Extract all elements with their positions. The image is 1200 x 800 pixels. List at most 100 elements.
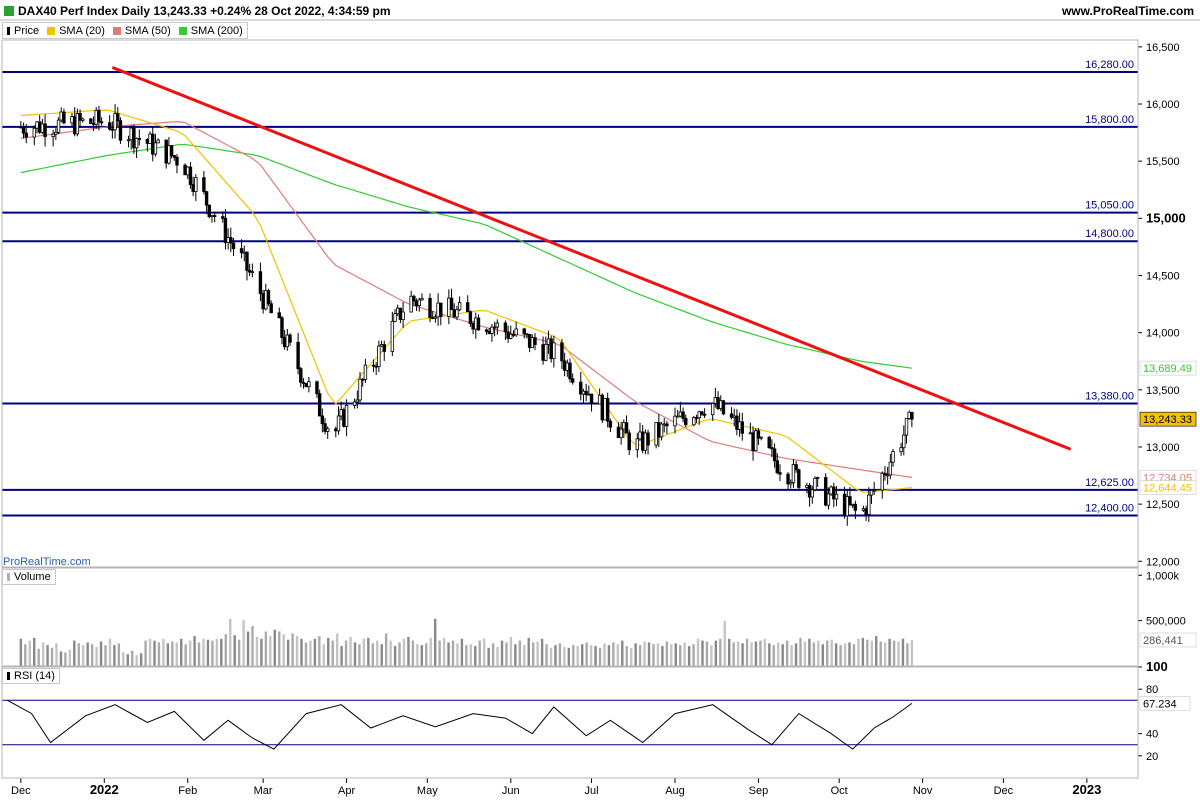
candle-body xyxy=(134,137,139,149)
volume-bar xyxy=(826,640,829,666)
candle-body xyxy=(334,428,338,432)
candle-body xyxy=(807,485,812,498)
candle-body xyxy=(565,362,570,371)
candle-body xyxy=(315,381,319,395)
volume-bar xyxy=(732,642,735,666)
candle-body xyxy=(815,477,820,479)
candle-body xyxy=(794,464,798,471)
legend-item-price[interactable]: Price xyxy=(3,25,43,37)
legend-item-sma20[interactable]: SMA (20) xyxy=(43,25,109,37)
candle-body xyxy=(619,428,623,439)
candle-body xyxy=(665,423,669,427)
candle-body xyxy=(509,334,513,339)
rsi-tick-label: 40 xyxy=(1146,729,1158,741)
candle-body xyxy=(371,364,376,367)
candle-body xyxy=(116,113,120,122)
volume-bar xyxy=(442,637,446,666)
sma20-line xyxy=(20,109,912,494)
candle-body xyxy=(673,415,677,427)
volume-bar xyxy=(803,641,807,666)
candle-body xyxy=(597,394,602,405)
candle-body xyxy=(476,317,481,331)
rsi-tick-label: 80 xyxy=(1146,684,1158,696)
site-link[interactable]: www.ProRealTime.com xyxy=(1061,4,1194,18)
volume-bar xyxy=(41,642,45,666)
candle-body xyxy=(883,472,887,476)
volume-bar xyxy=(861,637,865,666)
candle-body xyxy=(511,334,516,336)
candle-body xyxy=(172,155,176,158)
volume-bar xyxy=(839,645,842,666)
candle-body xyxy=(646,432,650,446)
candle-body xyxy=(89,118,93,124)
volume-bar xyxy=(126,654,129,666)
candle-body xyxy=(759,436,763,439)
candle-body xyxy=(339,409,343,417)
volume-bar xyxy=(687,646,691,666)
candle-body xyxy=(716,397,720,409)
candle-body xyxy=(797,469,801,488)
candle-body xyxy=(59,111,63,121)
candle-body xyxy=(223,217,228,243)
volume-bar xyxy=(335,633,339,666)
volume-bar xyxy=(438,640,441,666)
candle-body xyxy=(433,316,438,319)
level-label: 12,400.00 xyxy=(1085,503,1134,515)
value-tag-box xyxy=(1139,480,1197,495)
volume-bar xyxy=(367,637,370,666)
candle-body xyxy=(107,122,112,130)
y-tick-label: 12,000 xyxy=(1146,556,1180,568)
volume-bar xyxy=(750,642,753,666)
volume-panel-label[interactable]: Volume xyxy=(2,569,56,585)
volume-bar xyxy=(322,644,325,666)
volume-bar xyxy=(113,645,116,666)
candle-body xyxy=(786,473,790,485)
price-swatch-icon xyxy=(7,26,10,35)
rsi-tick-label: 100 xyxy=(1146,659,1168,674)
volume-tick-label: 1,000k xyxy=(1146,570,1180,582)
candle-body xyxy=(466,302,470,313)
volume-bar xyxy=(643,641,646,666)
legend-item-sma200[interactable]: SMA (200) xyxy=(175,25,247,37)
candle-body xyxy=(842,493,847,517)
candle-body xyxy=(848,496,852,505)
candle-body xyxy=(266,290,271,305)
volume-bar xyxy=(398,642,401,666)
volume-bar xyxy=(883,642,887,666)
volume-bar xyxy=(309,640,312,666)
volume-bar xyxy=(157,642,161,666)
volume-bar xyxy=(304,642,308,666)
volume-bar xyxy=(184,644,187,666)
price-panel: 16,280.00 15,800.00 15,050.00 14,800.00 13,3… xyxy=(2,42,1197,568)
legend-item-sma50[interactable]: SMA (50) xyxy=(109,25,175,37)
rsi-panel-label[interactable]: RSI (14) xyxy=(2,668,60,684)
volume-bar xyxy=(59,651,63,666)
volume-bar xyxy=(55,643,58,666)
price-legend: Price SMA (20) SMA (50) SMA (200) xyxy=(2,22,248,39)
volume-bar xyxy=(175,642,178,666)
candle-body xyxy=(326,428,330,432)
candle-body xyxy=(778,472,782,475)
volume-bar xyxy=(879,641,882,666)
volume-bar xyxy=(68,649,72,666)
panel-frame xyxy=(1,666,1139,779)
volume-bar xyxy=(794,643,798,666)
volume-bar xyxy=(790,645,793,666)
candle-body xyxy=(323,423,327,432)
x-tick-label: May xyxy=(417,785,438,797)
candle-body xyxy=(129,127,133,141)
candle-body xyxy=(317,393,322,417)
volume-bar xyxy=(540,638,544,666)
x-axis: Dec 2022 Feb Mar Apr May Jun Jul Aug Sep Oct Nov Dec… xyxy=(11,778,1101,797)
candle-body xyxy=(377,345,381,368)
volume-bar xyxy=(741,643,744,666)
candle-body xyxy=(899,447,903,452)
legend-label-sma200: SMA (200) xyxy=(190,24,243,37)
panel-frames xyxy=(0,19,1200,779)
volume-bar xyxy=(545,644,548,666)
candle-body xyxy=(907,411,911,419)
volume-bar xyxy=(719,638,722,666)
volume-bar xyxy=(768,643,771,666)
candle-body xyxy=(910,411,914,420)
candle-body xyxy=(229,237,233,244)
